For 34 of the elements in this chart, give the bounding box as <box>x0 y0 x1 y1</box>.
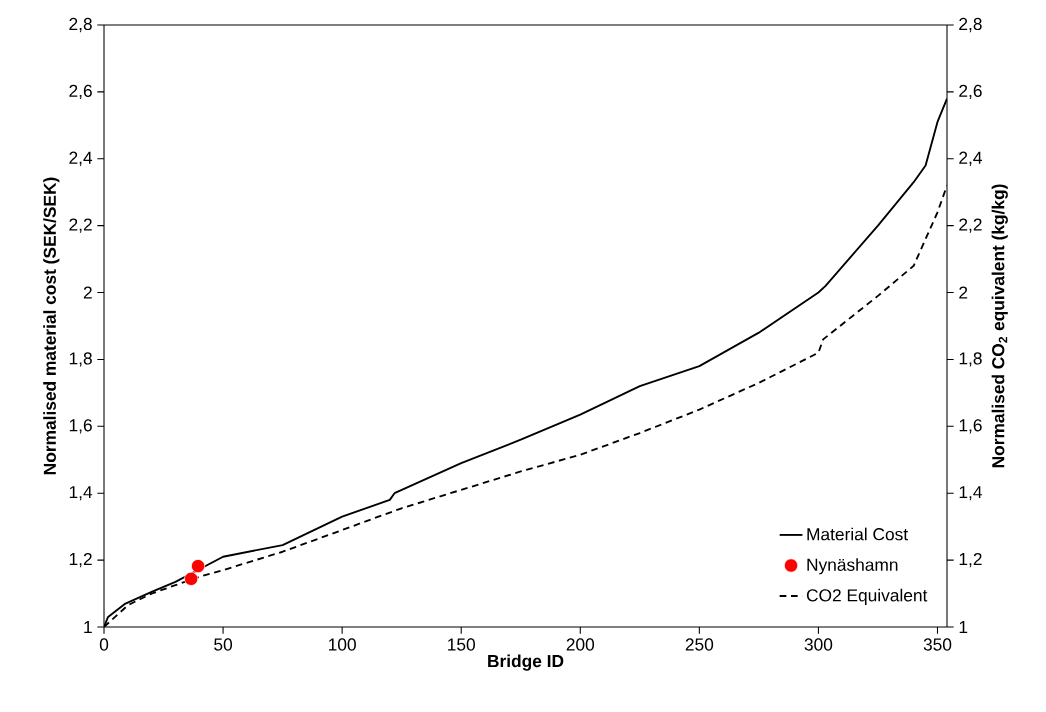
x-tick-label: 50 <box>214 638 233 651</box>
y2-tick-label: 1,4 <box>959 486 982 501</box>
y2-tick-label: 1 <box>959 621 968 633</box>
y-tick-label: 1,2 <box>69 552 92 568</box>
x-tick-label: 0 <box>99 638 109 651</box>
legend-label: Material Cost <box>807 527 908 541</box>
y-tick-label: 1,8 <box>69 352 92 367</box>
y-tick-label: 1 <box>84 621 92 633</box>
y2-tick-label: 2,6 <box>959 84 982 100</box>
y2-tick-label: 2,4 <box>959 151 982 166</box>
y2-tick-label: 2,8 <box>959 17 982 33</box>
y2-tick-label: 1,8 <box>959 352 982 367</box>
y2-axis-title: Normalised CO$_{2}$ equivalent (kg/kg) <box>991 184 1008 468</box>
x-tick-label: 300 <box>804 638 833 651</box>
legend-label: Nynäshamn <box>807 558 898 575</box>
y2-tick-label: 2,2 <box>959 218 982 233</box>
y2-tick-label: 1,2 <box>959 552 982 568</box>
y-tick-label: 2,8 <box>69 17 92 33</box>
x-tick-label: 100 <box>329 638 356 651</box>
y-tick-label: 2,2 <box>69 218 92 233</box>
legend-label: CO2 Equivalent <box>806 588 928 605</box>
y-axis-title: Normalised material cost (SEK/SEK) <box>43 177 60 475</box>
y-tick-label: 1,6 <box>69 419 92 434</box>
y-tick-label: 2,4 <box>69 151 93 166</box>
x-tick-label: 150 <box>448 638 475 651</box>
x-tick-label: 350 <box>923 638 952 651</box>
x-axis-title: Bridge ID <box>488 654 564 671</box>
y2-tick-label: 2 <box>959 286 968 299</box>
x-tick-label: 250 <box>685 638 714 651</box>
y-tick-label: 2 <box>83 286 92 299</box>
x-tick-label: 200 <box>566 638 595 651</box>
y2-tick-label: 1,6 <box>959 419 982 434</box>
y-tick-label: 2,6 <box>69 84 92 100</box>
y-tick-label: 1,4 <box>69 486 93 501</box>
